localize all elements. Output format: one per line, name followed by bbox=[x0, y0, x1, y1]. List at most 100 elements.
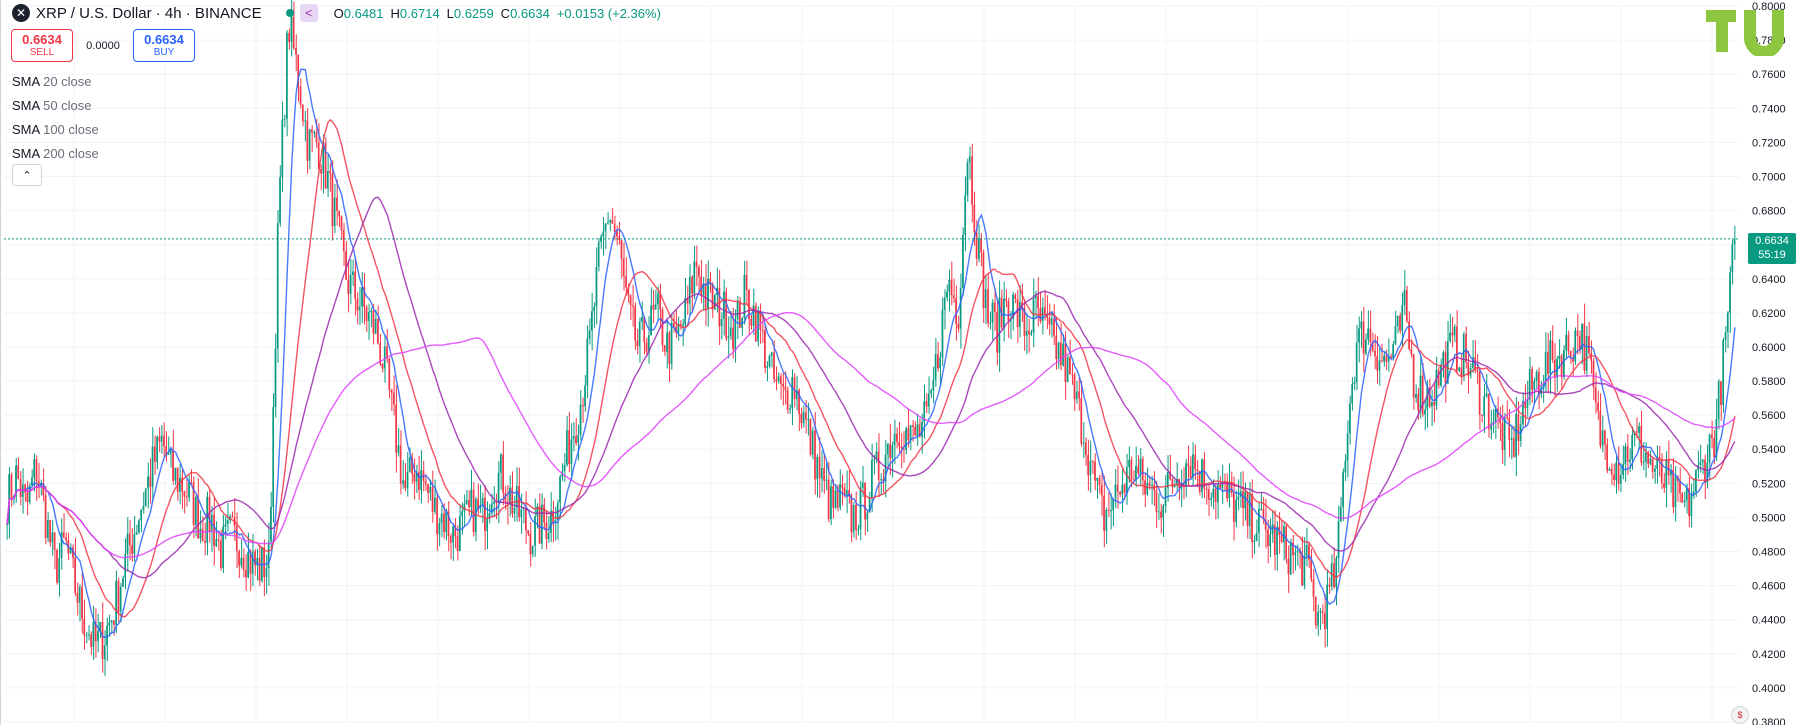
candle-body bbox=[732, 327, 734, 350]
candle-body bbox=[217, 539, 220, 541]
candle-body bbox=[884, 454, 887, 482]
candle-body bbox=[554, 519, 557, 524]
candle-body bbox=[1007, 300, 1010, 322]
candle-body bbox=[1246, 491, 1249, 526]
candle-body bbox=[295, 48, 297, 55]
candle-body bbox=[235, 525, 238, 552]
candle-body bbox=[1308, 544, 1310, 560]
candle-body bbox=[1141, 458, 1144, 481]
candle-body bbox=[668, 332, 671, 364]
last-price-value: 0.6634 bbox=[1755, 234, 1789, 247]
candle-body bbox=[654, 304, 657, 310]
candle-body bbox=[1055, 335, 1058, 360]
candle-body bbox=[1563, 349, 1565, 378]
candle-body bbox=[160, 435, 163, 442]
candle-body bbox=[1594, 387, 1597, 403]
currency-flag-icon[interactable]: $ bbox=[1731, 706, 1749, 724]
candle-body bbox=[1408, 321, 1410, 350]
candle-body bbox=[1059, 342, 1062, 366]
candle-body bbox=[1706, 462, 1709, 483]
candle-body bbox=[900, 446, 903, 449]
candle-body bbox=[622, 258, 625, 277]
candle-body bbox=[188, 482, 190, 498]
candle-body bbox=[764, 330, 766, 368]
candle-body bbox=[1130, 459, 1133, 479]
buy-button[interactable]: 0.6634 BUY bbox=[133, 29, 195, 62]
candle-body bbox=[520, 509, 523, 518]
candle-body bbox=[447, 511, 450, 536]
candle-body bbox=[713, 295, 716, 310]
candle-body bbox=[1135, 466, 1137, 480]
candle-body bbox=[270, 506, 272, 542]
candle-body bbox=[905, 428, 907, 450]
candle-body bbox=[820, 467, 823, 479]
candle-body bbox=[868, 497, 871, 513]
candle-body bbox=[550, 510, 552, 533]
legend-sma-200[interactable]: SMA 200 close bbox=[12, 142, 99, 166]
candle-body bbox=[1412, 354, 1415, 398]
price-tick-label: 0.6400 bbox=[1752, 274, 1786, 286]
candle-body bbox=[1048, 317, 1051, 325]
legend-params: 100 close bbox=[43, 122, 99, 137]
candle-body bbox=[1517, 414, 1520, 441]
sma-line-200 bbox=[6, 311, 1736, 559]
candle-body bbox=[773, 352, 775, 380]
candle-body bbox=[190, 482, 193, 484]
candle-body bbox=[777, 376, 780, 382]
candle-body bbox=[645, 342, 648, 352]
candle-body bbox=[1285, 526, 1287, 560]
candle-body bbox=[1378, 360, 1381, 371]
candle-body bbox=[720, 318, 723, 327]
candle-body bbox=[527, 530, 529, 534]
price-tick-label: 0.6800 bbox=[1752, 206, 1786, 218]
candle-body bbox=[383, 346, 386, 369]
candle-body bbox=[916, 424, 919, 436]
candle-body bbox=[1273, 524, 1276, 555]
high-label: H bbox=[390, 5, 400, 21]
candle-body bbox=[370, 310, 372, 312]
candle-body bbox=[1515, 414, 1517, 457]
candle-body bbox=[1578, 336, 1581, 350]
candle-body bbox=[231, 516, 234, 518]
candle-body bbox=[42, 482, 45, 496]
candle-body bbox=[276, 223, 279, 349]
candle-body bbox=[1349, 403, 1351, 434]
candle-body bbox=[397, 445, 400, 453]
share-icon[interactable]: < bbox=[299, 4, 318, 22]
candle-body bbox=[1028, 330, 1030, 335]
candle-body bbox=[768, 355, 771, 367]
candle-body bbox=[388, 358, 391, 391]
candle-body bbox=[1217, 484, 1219, 503]
candle-body bbox=[1148, 482, 1151, 487]
legend-sma-100[interactable]: SMA 100 close bbox=[12, 118, 99, 142]
candle-body bbox=[1112, 498, 1114, 511]
candle-body bbox=[1569, 351, 1572, 359]
candle-body bbox=[586, 338, 589, 386]
candle-body bbox=[1485, 393, 1488, 396]
candle-body bbox=[1178, 478, 1180, 488]
candle-body bbox=[481, 497, 484, 505]
open-value: 0.6481 bbox=[343, 5, 384, 21]
candle-body bbox=[531, 545, 534, 555]
candle-body bbox=[1685, 488, 1688, 501]
candle-body bbox=[197, 497, 199, 539]
candle-body bbox=[663, 345, 666, 352]
sell-button[interactable]: 0.6634 SELL bbox=[11, 29, 73, 62]
candle-body bbox=[484, 497, 486, 532]
candle-body bbox=[1267, 529, 1269, 547]
symbol-logo-icon[interactable]: ✕ bbox=[12, 4, 30, 22]
candle-body bbox=[379, 343, 381, 364]
legend-sma-20[interactable]: SMA 20 close bbox=[12, 70, 99, 94]
collapse-legend-button[interactable]: ⌃ bbox=[12, 164, 42, 186]
candle-body bbox=[893, 433, 896, 446]
symbol-title[interactable]: XRP / U.S. Dollar · 4h · BINANCE bbox=[36, 4, 262, 22]
candle-body bbox=[128, 533, 131, 546]
candle-body bbox=[1419, 375, 1422, 411]
candle-body bbox=[240, 557, 243, 566]
candle-body bbox=[1160, 511, 1162, 518]
candle-body bbox=[1242, 491, 1244, 509]
candle-body bbox=[602, 231, 605, 237]
legend-sma-50[interactable]: SMA 50 close bbox=[12, 94, 99, 118]
candle-body bbox=[686, 297, 689, 304]
